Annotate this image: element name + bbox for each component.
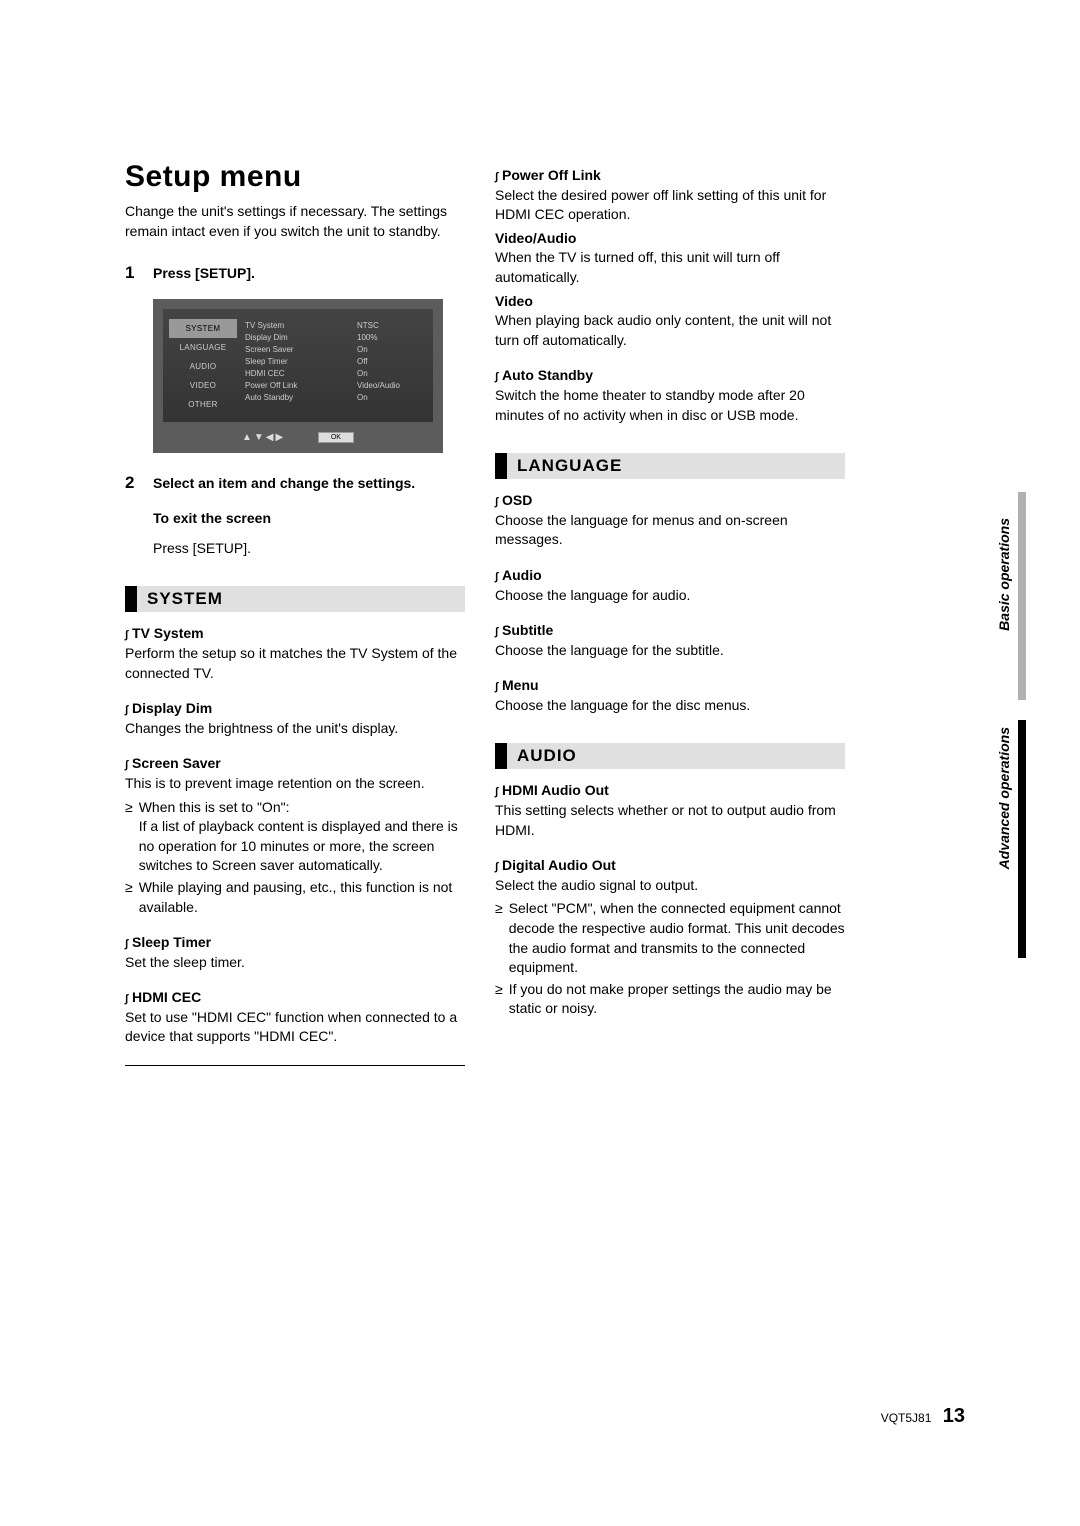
- menu-row-value: NTSC: [357, 319, 427, 331]
- item-audio-lang: ∫Audio: [495, 566, 845, 586]
- item-body: Choose the language for audio.: [495, 586, 845, 606]
- bullet: While playing and pausing, etc., this fu…: [139, 878, 465, 917]
- item-screen-saver: ∫Screen Saver: [125, 754, 465, 774]
- item-body: Set the sleep timer.: [125, 953, 465, 973]
- item-body: This is to prevent image retention on th…: [125, 774, 465, 794]
- menu-row-label: Sleep Timer: [245, 355, 349, 367]
- item-menu-lang: ∫Menu: [495, 676, 845, 696]
- item-tv-system: ∫TV System: [125, 624, 465, 644]
- menu-row-value: On: [357, 343, 427, 355]
- menu-row-label: HDMI CEC: [245, 367, 349, 379]
- item-hdmi-audio-out: ∫HDMI Audio Out: [495, 781, 845, 801]
- tab-basic-operations: Basic operations: [992, 500, 1016, 649]
- section-title: AUDIO: [517, 743, 577, 769]
- step-number: 1: [125, 263, 143, 283]
- item-body: Choose the language for the subtitle.: [495, 641, 845, 661]
- menu-row-label: Display Dim: [245, 331, 349, 343]
- section-audio: AUDIO: [495, 743, 845, 769]
- item-power-off-link: ∫Power Off Link: [495, 166, 845, 186]
- item-body: Choose the language for menus and on-scr…: [495, 511, 845, 550]
- item-body: Set to use "HDMI CEC" function when conn…: [125, 1008, 465, 1047]
- page-number: 13: [943, 1405, 965, 1427]
- section-system: SYSTEM: [125, 586, 465, 612]
- subhead-va: Video/Audio: [495, 229, 845, 249]
- step-number: 2: [125, 473, 143, 493]
- item-body: This setting selects whether or not to o…: [495, 801, 845, 840]
- item-body: When playing back audio only content, th…: [495, 311, 845, 350]
- item-display-dim: ∫Display Dim: [125, 699, 465, 719]
- step-2: 2 Select an item and change the settings…: [125, 473, 465, 493]
- page-title: Setup menu: [125, 160, 465, 194]
- menu-cat-language: LANGUAGE: [169, 338, 237, 357]
- step-1: 1 Press [SETUP].: [125, 263, 465, 283]
- menu-row-label: Auto Standby: [245, 391, 349, 403]
- step-1-text: Press [SETUP].: [153, 263, 255, 283]
- tab-advanced-operations: Advanced operations: [992, 709, 1016, 887]
- subhead-v: Video: [495, 292, 845, 312]
- menu-cat-video: VIDEO: [169, 376, 237, 395]
- menu-row-value: On: [357, 367, 427, 379]
- step-2-text: Select an item and change the settings.: [153, 473, 415, 493]
- item-body: Changes the brightness of the unit's dis…: [125, 719, 465, 739]
- item-osd: ∫OSD: [495, 491, 845, 511]
- bullet: Select "PCM", when the connected equipme…: [509, 899, 845, 977]
- tab-bar-basic: [1018, 492, 1026, 700]
- intro-text: Change the unit's settings if necessary.…: [125, 202, 465, 241]
- exit-body: Press [SETUP].: [153, 539, 465, 559]
- bullet-sub: If a list of playback content is display…: [139, 818, 458, 873]
- section-title: SYSTEM: [147, 586, 223, 612]
- item-body: Perform the setup so it matches the TV S…: [125, 644, 465, 683]
- item-sleep-timer: ∫Sleep Timer: [125, 933, 465, 953]
- item-body: Select the desired power off link settin…: [495, 186, 845, 225]
- item-body: Switch the home theater to standby mode …: [495, 386, 845, 425]
- item-subtitle: ∫Subtitle: [495, 621, 845, 641]
- bullet: When this is set to "On":: [139, 799, 290, 815]
- setup-menu-screenshot: SYSTEM LANGUAGE AUDIO VIDEO OTHER TV Sys…: [153, 299, 443, 453]
- menu-row-value: On: [357, 391, 427, 403]
- exit-head: To exit the screen: [153, 509, 465, 529]
- item-auto-standby: ∫Auto Standby: [495, 366, 845, 386]
- doc-code: VQT5J81: [881, 1411, 932, 1425]
- menu-row-value: Off: [357, 355, 427, 367]
- section-title: LANGUAGE: [517, 453, 622, 479]
- arrow-icons: ▲▼◀▶: [242, 432, 285, 443]
- menu-cat-system: SYSTEM: [169, 319, 237, 338]
- menu-row-label: Screen Saver: [245, 343, 349, 355]
- menu-row-value: Video/Audio: [357, 379, 427, 391]
- menu-row-label: TV System: [245, 319, 349, 331]
- item-body: Choose the language for the disc menus.: [495, 696, 845, 716]
- separator: [125, 1065, 465, 1066]
- item-body: Select the audio signal to output.: [495, 876, 845, 896]
- menu-row-label: Power Off Link: [245, 379, 349, 391]
- tab-bar-advanced: [1018, 720, 1026, 958]
- item-digital-audio-out: ∫Digital Audio Out: [495, 856, 845, 876]
- menu-cat-other: OTHER: [169, 395, 237, 414]
- item-hdmi-cec: ∫HDMI CEC: [125, 988, 465, 1008]
- footer: VQT5J81 13: [881, 1405, 965, 1428]
- item-body: When the TV is turned off, this unit wil…: [495, 248, 845, 287]
- bullet: If you do not make proper settings the a…: [509, 980, 845, 1019]
- ok-button: OK: [318, 432, 354, 443]
- section-language: LANGUAGE: [495, 453, 845, 479]
- menu-row-value: 100%: [357, 331, 427, 343]
- menu-cat-audio: AUDIO: [169, 357, 237, 376]
- menu-footer: ▲▼◀▶ OK: [163, 422, 433, 443]
